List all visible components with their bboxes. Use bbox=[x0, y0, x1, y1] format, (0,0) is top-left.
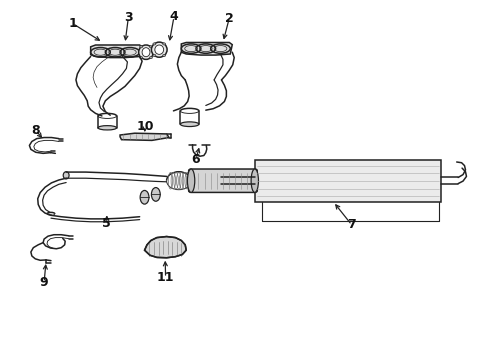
Ellipse shape bbox=[180, 122, 199, 126]
Text: 1: 1 bbox=[68, 17, 77, 30]
Text: 3: 3 bbox=[124, 11, 133, 24]
Text: 2: 2 bbox=[225, 12, 234, 24]
Ellipse shape bbox=[149, 57, 152, 59]
Ellipse shape bbox=[142, 48, 150, 57]
Polygon shape bbox=[91, 45, 142, 58]
Polygon shape bbox=[181, 42, 232, 55]
Text: 10: 10 bbox=[136, 120, 154, 133]
Text: 7: 7 bbox=[347, 219, 356, 231]
Text: 9: 9 bbox=[40, 276, 49, 289]
Ellipse shape bbox=[151, 188, 160, 201]
Ellipse shape bbox=[153, 43, 156, 45]
Ellipse shape bbox=[163, 43, 166, 45]
Bar bbox=[255, 160, 441, 202]
Ellipse shape bbox=[140, 46, 143, 48]
Polygon shape bbox=[145, 237, 186, 258]
Ellipse shape bbox=[251, 169, 259, 192]
Ellipse shape bbox=[151, 42, 167, 57]
FancyBboxPatch shape bbox=[189, 169, 257, 192]
Ellipse shape bbox=[149, 46, 152, 48]
Ellipse shape bbox=[153, 54, 156, 57]
Polygon shape bbox=[120, 133, 169, 140]
Ellipse shape bbox=[139, 45, 153, 59]
Ellipse shape bbox=[98, 126, 117, 130]
Ellipse shape bbox=[140, 190, 149, 204]
Ellipse shape bbox=[63, 172, 69, 179]
Text: 5: 5 bbox=[102, 217, 111, 230]
Ellipse shape bbox=[187, 169, 195, 192]
Ellipse shape bbox=[140, 57, 143, 59]
Text: 4: 4 bbox=[170, 10, 178, 23]
Text: 8: 8 bbox=[31, 124, 40, 137]
Ellipse shape bbox=[163, 54, 166, 57]
Text: 11: 11 bbox=[157, 271, 174, 284]
Text: 6: 6 bbox=[192, 153, 200, 166]
Ellipse shape bbox=[155, 45, 164, 54]
